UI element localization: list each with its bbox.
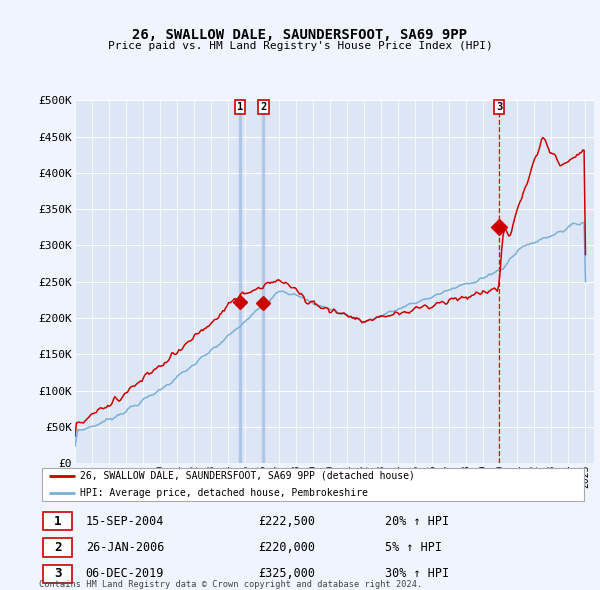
FancyBboxPatch shape: [42, 467, 584, 502]
Text: £220,000: £220,000: [259, 541, 316, 554]
Text: 30% ↑ HPI: 30% ↑ HPI: [385, 568, 449, 581]
Text: HPI: Average price, detached house, Pembrokeshire: HPI: Average price, detached house, Pemb…: [80, 488, 368, 498]
Text: 3: 3: [54, 568, 61, 581]
Text: £222,500: £222,500: [259, 514, 316, 527]
Text: 2: 2: [260, 101, 266, 112]
Text: 1: 1: [237, 101, 244, 112]
FancyBboxPatch shape: [43, 565, 72, 583]
Text: 26, SWALLOW DALE, SAUNDERSFOOT, SA69 9PP: 26, SWALLOW DALE, SAUNDERSFOOT, SA69 9PP: [133, 28, 467, 42]
Text: 3: 3: [496, 101, 502, 112]
Text: £325,000: £325,000: [259, 568, 316, 581]
Text: 1: 1: [54, 514, 61, 527]
Text: 20% ↑ HPI: 20% ↑ HPI: [385, 514, 449, 527]
Text: 2: 2: [54, 541, 61, 554]
Text: 5% ↑ HPI: 5% ↑ HPI: [385, 541, 442, 554]
Text: Price paid vs. HM Land Registry's House Price Index (HPI): Price paid vs. HM Land Registry's House …: [107, 41, 493, 51]
Text: Contains HM Land Registry data © Crown copyright and database right 2024.: Contains HM Land Registry data © Crown c…: [39, 580, 422, 589]
Text: 26, SWALLOW DALE, SAUNDERSFOOT, SA69 9PP (detached house): 26, SWALLOW DALE, SAUNDERSFOOT, SA69 9PP…: [80, 471, 415, 481]
Text: 06-DEC-2019: 06-DEC-2019: [86, 568, 164, 581]
Text: 26-JAN-2006: 26-JAN-2006: [86, 541, 164, 554]
FancyBboxPatch shape: [43, 539, 72, 556]
FancyBboxPatch shape: [43, 512, 72, 530]
Text: 15-SEP-2004: 15-SEP-2004: [86, 514, 164, 527]
